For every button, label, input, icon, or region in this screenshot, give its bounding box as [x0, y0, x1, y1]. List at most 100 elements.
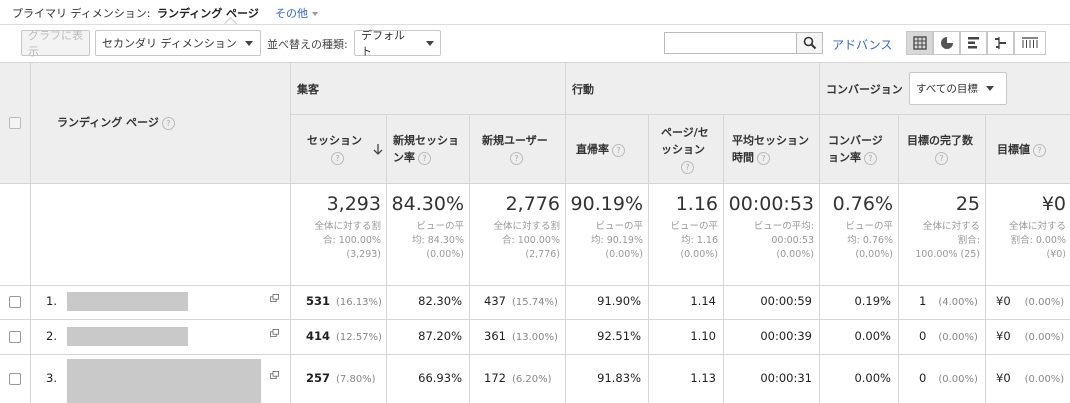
pie-icon: [940, 37, 953, 49]
cell-goals: 0 (0.00%): [919, 329, 978, 343]
help-icon[interactable]: ?: [161, 116, 175, 130]
total-subtext: 全体に対する 割合: 0.00% (¥0): [1009, 220, 1066, 262]
primary-dimension-label: プライマリ ディメンション:: [12, 7, 151, 20]
secondary-dimension-select[interactable]: セカンダリ ディメンション: [95, 30, 261, 56]
help-icon[interactable]: ?: [681, 160, 694, 174]
row-checkbox[interactable]: [9, 331, 21, 343]
help-icon[interactable]: ?: [418, 151, 431, 165]
grid-icon: [912, 36, 927, 50]
cell-duration: 00:00:31: [760, 371, 812, 385]
cell-value: 0: [919, 371, 927, 385]
cell-new_rate: 87.20%: [418, 329, 462, 343]
help-icon[interactable]: ?: [935, 151, 948, 165]
view-pie-button[interactable]: [933, 31, 960, 55]
help-icon[interactable]: ?: [510, 151, 523, 165]
redacted-landing-page[interactable]: [67, 327, 188, 346]
sort-desc-arrow-icon[interactable]: [373, 143, 383, 156]
grid-line: [0, 183, 1070, 184]
total-subtext-line: 全体に対する割: [314, 221, 381, 232]
cell-value: 00:00:39: [760, 329, 812, 343]
sort-type-value: デフォルト: [361, 29, 405, 58]
total-subtext-line: 00:00:53: [771, 235, 814, 246]
help-icon[interactable]: ?: [1033, 143, 1046, 157]
row-checkbox[interactable]: [9, 373, 21, 385]
open-external-icon[interactable]: [270, 329, 280, 337]
grid-line: [0, 62, 1070, 63]
cell-new_users: 172 (6.20%): [484, 371, 552, 385]
open-external-icon[interactable]: [270, 294, 280, 302]
divider: [0, 24, 1070, 25]
dimension-header[interactable]: ランディング ページ?: [57, 114, 175, 131]
col-new-session-rate[interactable]: 新規セッショ ン率?: [393, 134, 459, 165]
cell-bounce: 91.83%: [597, 371, 641, 385]
total-subtext-line: (¥0): [1046, 249, 1066, 260]
cell-value: 0: [919, 329, 927, 343]
goal-select[interactable]: すべての目標: [909, 72, 1007, 105]
group-conversion: コンバージョン: [826, 83, 903, 96]
row-checkbox[interactable]: [9, 296, 21, 308]
total-subtext-line: 均: 1.16: [681, 235, 718, 246]
total-subtext-line: (0.00%): [680, 249, 718, 260]
total-subtext-line: ビューの平: [670, 221, 718, 232]
total-subtext-line: 割合: 0.00%: [1010, 235, 1066, 246]
select-all-checkbox[interactable]: [9, 117, 21, 129]
cell-pps: 1.13: [690, 371, 716, 385]
cell-value: 1.13: [690, 371, 716, 385]
cell-value: 91.90%: [597, 294, 641, 308]
search-button[interactable]: [796, 32, 823, 54]
caret-down-icon: [244, 40, 253, 46]
view-pivot-button[interactable]: [1014, 31, 1046, 55]
help-icon[interactable]: ?: [612, 143, 625, 157]
cell-value: 0.00%: [854, 329, 891, 343]
cell-duration: 00:00:59: [760, 294, 812, 308]
other-dimensions-link[interactable]: その他: [275, 5, 318, 21]
total-subtext-line: (2,776): [525, 249, 560, 260]
total-subtext-line: 割合:: [957, 235, 980, 246]
plot-rows-button[interactable]: グラフに表示: [21, 29, 90, 58]
goal-select-value: すべての目標: [916, 83, 978, 95]
total-value: 25: [955, 193, 980, 215]
total-subtext-line: ビューの平: [416, 221, 464, 232]
grid-line: [386, 114, 387, 403]
advanced-filter-link[interactable]: アドバンス: [832, 38, 893, 52]
grid-line: [985, 114, 986, 403]
col-bounce-rate[interactable]: 直帰率?: [576, 141, 625, 158]
cell-value: ¥0: [996, 294, 1011, 308]
view-table-button[interactable]: [906, 31, 933, 55]
pivot-icon: [1022, 37, 1038, 48]
view-bar-button[interactable]: [960, 31, 987, 55]
help-icon[interactable]: ?: [864, 151, 877, 165]
cell-value: 361: [484, 329, 506, 343]
totals-row: [0, 183, 1070, 285]
cell-percentage: (15.74%): [511, 297, 558, 308]
total-subtext: 全体に対する 割合: 100.00% (25): [915, 220, 980, 262]
total-subtext-line: 100.00% (25): [915, 249, 980, 260]
col-goal-completions[interactable]: 目標の完了数?: [907, 134, 973, 165]
cell-sessions: 257 (7.80%): [306, 371, 376, 385]
help-icon[interactable]: ?: [331, 151, 344, 165]
view-compare-button[interactable]: [987, 31, 1014, 55]
sort-type-select[interactable]: デフォルト: [354, 29, 441, 58]
total-value: 90.19%: [570, 193, 643, 215]
cell-new_rate: 82.30%: [418, 294, 462, 308]
open-external-icon[interactable]: [270, 371, 280, 379]
col-goal-value[interactable]: 目標値?: [997, 141, 1046, 158]
cell-sessions: 531 (16.13%): [306, 294, 382, 308]
col-new-users[interactable]: 新規ユーザー?: [482, 134, 548, 165]
help-icon[interactable]: ?: [757, 151, 770, 165]
redacted-landing-page[interactable]: [67, 292, 188, 311]
cell-pps: 1.10: [690, 329, 716, 343]
col-avg-session-duration[interactable]: 平均セッション 時間?: [732, 134, 809, 165]
cell-value: 82.30%: [418, 294, 462, 308]
cell-new_users: 361 (13.00%): [484, 329, 558, 343]
col-pages-per-session[interactable]: ページ/セ ッション?: [661, 126, 709, 174]
col-sessions[interactable]: セッション?: [307, 134, 362, 165]
search-input[interactable]: [664, 32, 800, 54]
primary-dimension-value: ランディング ページ: [157, 7, 259, 20]
col-conversion-rate[interactable]: コンバージ ョン率?: [828, 134, 883, 165]
group-behavior: 行動: [572, 83, 594, 96]
row-number: 1.: [46, 294, 57, 308]
cell-goals: 1 (4.00%): [919, 294, 978, 308]
cell-value: 257: [306, 371, 331, 385]
redacted-landing-page[interactable]: [67, 359, 261, 403]
